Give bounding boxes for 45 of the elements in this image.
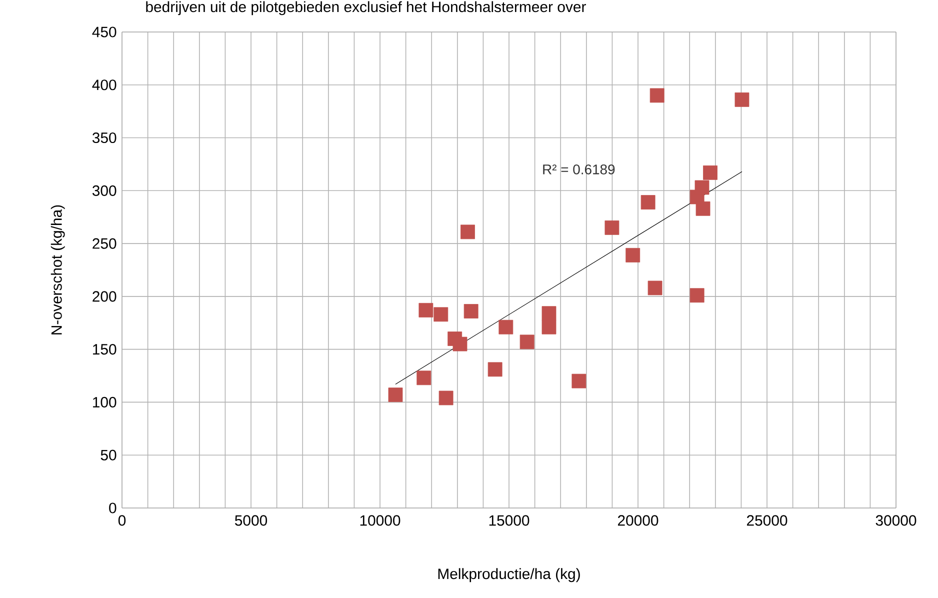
x-tick-label: 25000 bbox=[746, 515, 788, 526]
y-tick-label: 0 bbox=[109, 502, 116, 514]
point bbox=[650, 88, 664, 103]
point bbox=[734, 92, 750, 107]
point bbox=[388, 388, 403, 402]
point bbox=[572, 374, 586, 388]
chart-title: bedrijven uit de pilotgebieden exclusief het Hondshalstermeer over bbox=[146, 1, 586, 16]
x-tick-label: 15000 bbox=[489, 515, 530, 526]
point bbox=[488, 362, 502, 377]
y-tick-label: 150 bbox=[93, 344, 116, 355]
point bbox=[542, 306, 556, 321]
x-tick-label: 30000 bbox=[876, 515, 916, 526]
y-tick-label: 250 bbox=[92, 238, 116, 249]
point bbox=[703, 165, 718, 180]
x-tick-label: 10000 bbox=[360, 515, 400, 526]
point bbox=[464, 304, 478, 318]
point bbox=[604, 220, 620, 235]
y-tick-label: 400 bbox=[92, 80, 116, 90]
point bbox=[438, 390, 454, 406]
annotation: R² = 0.6189 bbox=[543, 164, 615, 174]
point bbox=[694, 180, 710, 195]
x-tick-label: 5000 bbox=[234, 515, 268, 526]
y-tick-label: 300 bbox=[92, 185, 116, 196]
point bbox=[648, 280, 662, 296]
point bbox=[640, 195, 656, 210]
point bbox=[460, 224, 475, 240]
x-axis-title: Melkproductie/ha (kg) bbox=[438, 568, 580, 582]
point bbox=[418, 302, 434, 318]
point bbox=[690, 288, 704, 303]
point bbox=[416, 370, 432, 386]
y-tick-label: 350 bbox=[92, 132, 116, 144]
y-axis-title: N-overschot (kg/ha) bbox=[50, 205, 65, 334]
point bbox=[520, 334, 534, 350]
x-tick-label: 0 bbox=[118, 515, 126, 526]
x-tick-label: 20000 bbox=[618, 515, 658, 526]
point bbox=[452, 336, 468, 352]
point bbox=[696, 201, 710, 216]
y-tick-label: 100 bbox=[93, 396, 116, 408]
point bbox=[434, 307, 448, 322]
y-tick-label: 450 bbox=[92, 26, 116, 38]
y-tick-label: 200 bbox=[92, 291, 116, 302]
point bbox=[542, 320, 556, 334]
point bbox=[626, 248, 640, 262]
point bbox=[498, 320, 514, 334]
y-tick-label: 50 bbox=[100, 450, 116, 460]
